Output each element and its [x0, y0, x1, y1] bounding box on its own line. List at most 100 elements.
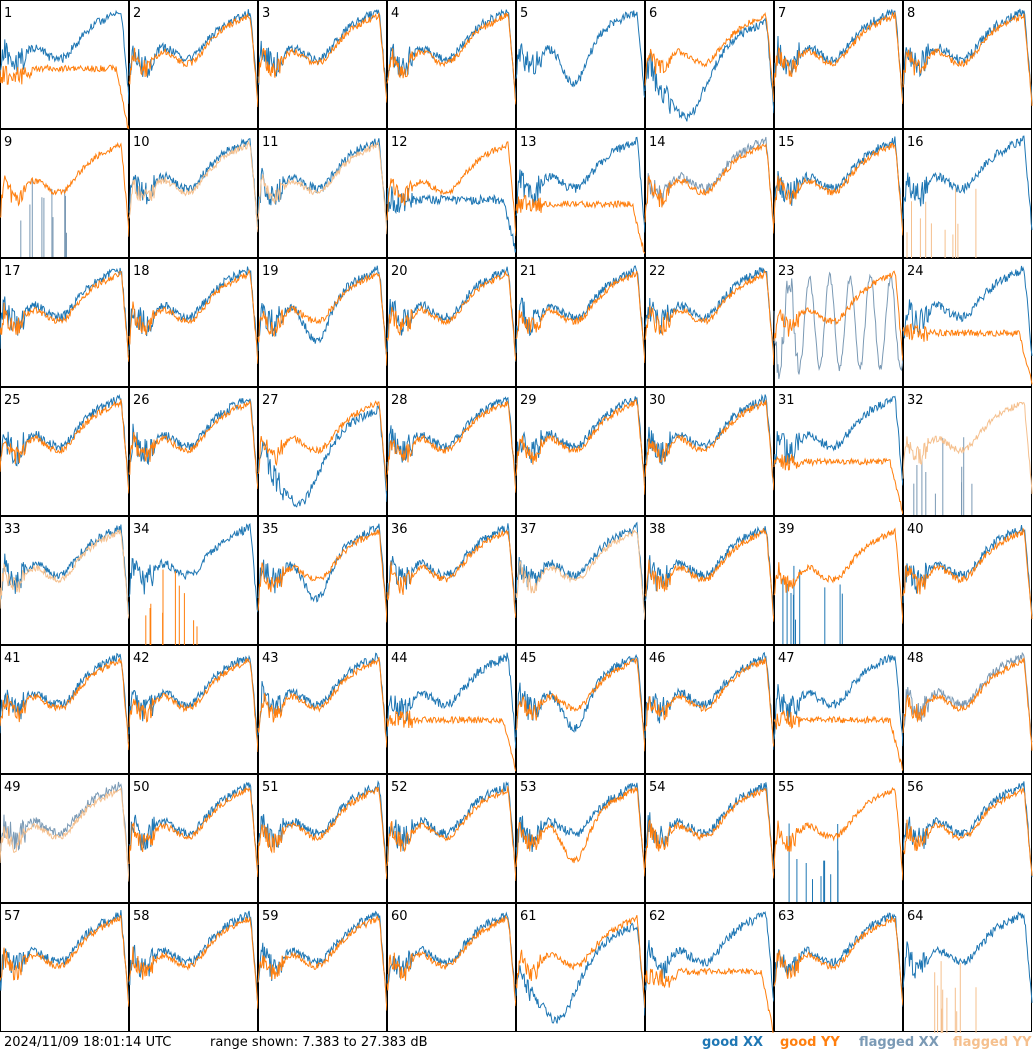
series-yy-56 [902, 787, 1033, 876]
panel-frame [0, 0, 129, 129]
antenna-panel-10: 10 [128, 129, 259, 258]
antenna-panel-56: 56 [902, 774, 1033, 903]
series-yy-39 [773, 527, 904, 624]
panel-frame [258, 258, 387, 387]
panel-label: 55 [778, 780, 795, 795]
panel-label: 43 [262, 651, 279, 666]
antenna-panel-15: 15 [773, 129, 904, 258]
antenna-panel-26: 26 [128, 387, 259, 516]
antenna-panel-7: 7 [773, 0, 904, 129]
panel-label: 8 [907, 6, 915, 21]
series-yy-49 [0, 787, 130, 882]
series-yy-27 [257, 400, 388, 491]
antenna-panel-34: 34 [128, 516, 259, 648]
antenna-panel-37: 37 [515, 516, 646, 645]
antenna-panel-6: 6 [644, 0, 775, 129]
series-yy-46 [644, 657, 775, 747]
panel-label: 61 [520, 909, 537, 924]
panel-label: 5 [520, 6, 528, 21]
series-xx-14 [644, 136, 775, 229]
series-yy-16 [906, 188, 977, 261]
series-xx-5 [515, 10, 646, 98]
series-xx-38 [644, 525, 775, 616]
panel-label: 11 [262, 135, 279, 150]
series-yy-10 [128, 140, 259, 233]
panel-label: 35 [262, 522, 279, 537]
panel-label: 47 [778, 651, 795, 666]
antenna-panel-9: 9 [0, 129, 130, 258]
legend-flagged-xx: flagged XX [859, 1035, 939, 1050]
series-yy-43 [257, 657, 388, 748]
antenna-panel-46: 46 [644, 645, 775, 774]
antenna-panel-24: 24 [902, 258, 1033, 387]
footer-bar: 2024/11/09 18:01:14 UTC range shown: 7.3… [0, 1033, 1033, 1053]
panel-label: 51 [262, 780, 279, 795]
panel-label: 26 [133, 393, 150, 408]
series-xx-41 [0, 652, 130, 742]
panel-label: 4 [391, 6, 399, 21]
antenna-panel-1: 1 [0, 0, 130, 130]
antenna-panel-54: 54 [644, 774, 775, 903]
panel-label: 19 [262, 264, 279, 279]
antenna-panel-21: 21 [515, 258, 646, 387]
series-yy-2 [128, 12, 259, 108]
antenna-panel-62: 62 [644, 903, 775, 1033]
panel-label: 37 [520, 522, 537, 537]
panel-label: 44 [391, 651, 408, 666]
series-xx-29 [515, 396, 646, 485]
series-xx-44 [386, 652, 517, 749]
antenna-panel-41: 41 [0, 645, 130, 774]
antenna-panel-58: 58 [128, 903, 259, 1032]
panel-label: 31 [778, 393, 795, 408]
antenna-panel-27: 27 [257, 387, 388, 516]
antenna-panel-53: 53 [515, 774, 646, 903]
panel-label: 34 [133, 522, 150, 537]
panel-label: 27 [262, 393, 279, 408]
antenna-panel-61: 61 [515, 903, 646, 1032]
series-yy-17 [0, 271, 130, 362]
series-yy-40 [902, 527, 1033, 620]
panel-label: 25 [4, 393, 21, 408]
antenna-panel-23: 23 [773, 258, 904, 387]
antenna-panel-55: 55 [773, 774, 904, 903]
panel-label: 52 [391, 780, 408, 795]
series-xx-31 [773, 395, 904, 486]
panel-label: 45 [520, 651, 537, 666]
legend-flagged-yy: flagged YY [953, 1035, 1032, 1050]
panel-label: 62 [649, 909, 666, 924]
panel-label: 30 [649, 393, 666, 408]
legend-good-yy: good YY [780, 1035, 840, 1050]
antenna-panel-17: 17 [0, 258, 130, 387]
antenna-panel-64: 64 [902, 903, 1033, 1033]
panel-label: 41 [4, 651, 21, 666]
series-yy-48 [902, 657, 1033, 751]
panel-label: 13 [520, 135, 537, 150]
antenna-panel-19: 19 [257, 258, 388, 387]
panel-label: 14 [649, 135, 666, 150]
panel-label: 1 [4, 6, 12, 21]
antenna-panel-20: 20 [386, 258, 517, 387]
antenna-panel-32: 32 [902, 387, 1033, 516]
series-yy-20 [386, 270, 517, 362]
series-yy-6 [644, 12, 775, 102]
series-xx-51 [257, 780, 388, 879]
panel-label: 64 [907, 909, 924, 924]
panel-label: 10 [133, 135, 150, 150]
range-text: range shown: 7.383 to 27.383 dB [210, 1035, 428, 1050]
series-yy-52 [386, 786, 517, 882]
series-xx-49 [0, 781, 130, 877]
series-yy-62 [644, 967, 774, 1033]
series-yy-44 [386, 710, 517, 772]
series-yy-13 [515, 194, 646, 254]
series-yy-41 [0, 657, 130, 751]
series-xx-21 [515, 265, 646, 359]
series-yy-24 [902, 323, 1033, 385]
series-yy-4 [386, 12, 517, 105]
series-xx-27 [257, 405, 388, 508]
antenna-panel-25: 25 [0, 387, 130, 516]
series-xx-39 [782, 565, 843, 644]
antenna-panel-48: 48 [902, 645, 1033, 774]
series-xx-62 [644, 910, 775, 1002]
series-xx-64 [902, 911, 1033, 1003]
series-yy-58 [128, 917, 259, 1009]
